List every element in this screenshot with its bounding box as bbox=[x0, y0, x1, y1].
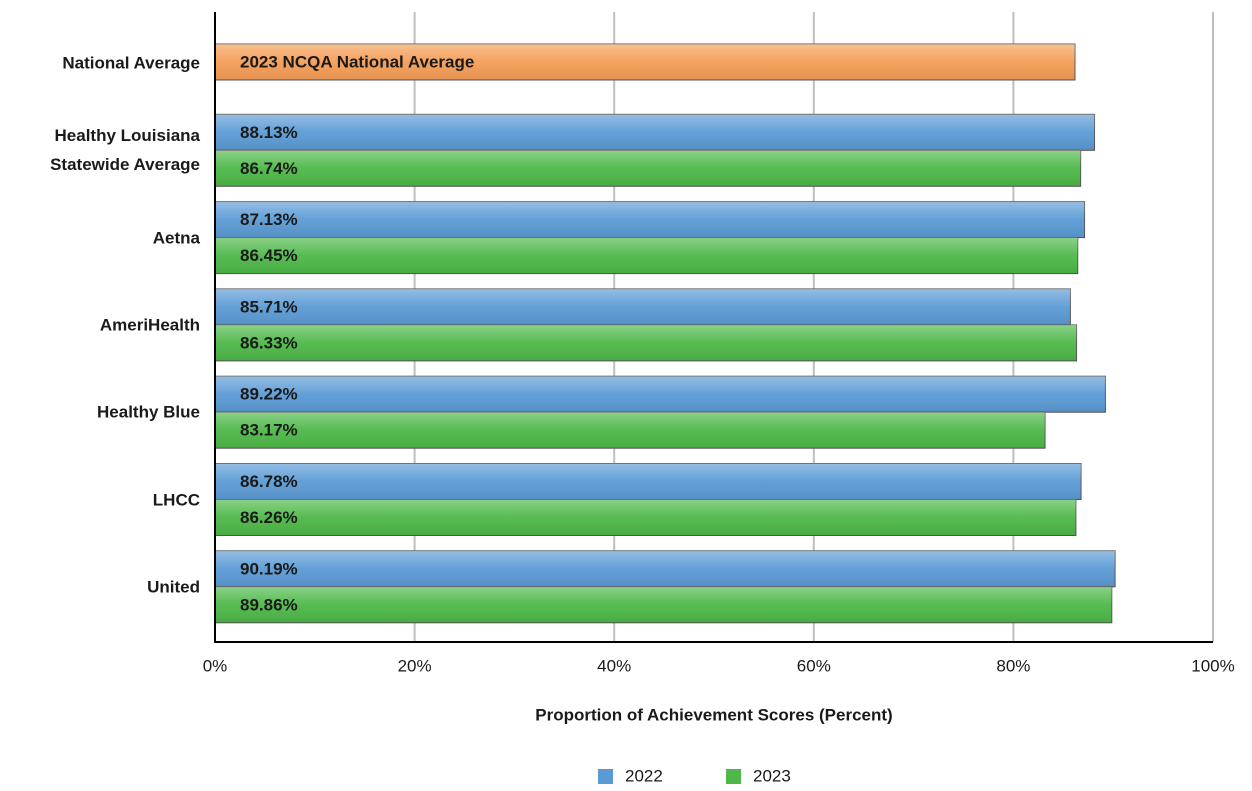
legend-label: 2023 bbox=[753, 766, 791, 785]
bar-shine bbox=[215, 114, 1095, 151]
legend-label: 2022 bbox=[625, 766, 663, 785]
x-tick-label: 40% bbox=[597, 656, 631, 675]
y-category-label: Healthy Louisiana Statewide Average bbox=[50, 126, 200, 175]
y-category-label: Aetna bbox=[152, 228, 200, 248]
bar-label: 86.33% bbox=[240, 333, 298, 352]
x-axis-title: Proportion of Achievement Scores (Percen… bbox=[535, 705, 892, 724]
bar-label: 86.78% bbox=[240, 472, 298, 491]
bar-shine bbox=[215, 150, 1081, 187]
bar-label: 89.86% bbox=[240, 595, 298, 614]
x-tick-label: 60% bbox=[797, 656, 831, 675]
y-category-label: National Average bbox=[62, 53, 200, 73]
bar-shine bbox=[215, 201, 1085, 238]
bar-shine bbox=[215, 499, 1076, 536]
legend-swatch bbox=[598, 769, 613, 784]
x-tick-label: 20% bbox=[398, 656, 432, 675]
bar-label: 89.22% bbox=[240, 385, 298, 404]
bar-label: 2023 NCQA National Average bbox=[240, 52, 474, 71]
x-tick-label: 80% bbox=[996, 656, 1030, 675]
bar-label: 85.71% bbox=[240, 297, 298, 316]
legend-swatch bbox=[726, 769, 741, 784]
bar-label: 87.13% bbox=[240, 210, 298, 229]
bar-shine bbox=[215, 586, 1112, 623]
bar-shine bbox=[215, 376, 1106, 413]
bar-shine bbox=[215, 44, 1075, 80]
y-category-label: United bbox=[147, 577, 200, 597]
bar-label: 88.13% bbox=[240, 123, 298, 142]
bar-label: 90.19% bbox=[240, 559, 298, 578]
bar-label: 83.17% bbox=[240, 421, 298, 440]
bar-label: 86.26% bbox=[240, 508, 298, 527]
y-category-label: AmeriHealth bbox=[99, 315, 200, 335]
y-category-label: Healthy Blue bbox=[97, 402, 200, 422]
bar-label: 86.74% bbox=[240, 159, 298, 178]
bar-shine bbox=[215, 288, 1071, 325]
x-tick-label: 100% bbox=[1191, 656, 1234, 675]
y-category-label: LHCC bbox=[152, 490, 200, 509]
bar-shine bbox=[215, 324, 1077, 361]
bar-label: 86.45% bbox=[240, 246, 298, 265]
bar-shine bbox=[215, 550, 1116, 587]
bar-shine bbox=[215, 412, 1046, 449]
bar-shine bbox=[215, 463, 1082, 500]
x-tick-label: 0% bbox=[203, 656, 228, 675]
bar-shine bbox=[215, 237, 1078, 274]
